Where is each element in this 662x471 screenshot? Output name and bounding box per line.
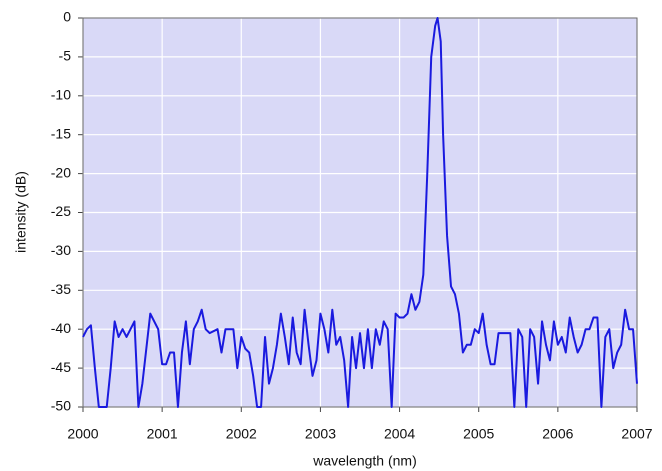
line-series: [82, 17, 638, 408]
y-tick-label: -30: [51, 242, 71, 258]
x-tick-label: 2005: [463, 426, 494, 442]
x-axis-label: wavelength (nm): [312, 453, 417, 469]
y-tick-label: -45: [51, 359, 71, 375]
y-tick-label: -15: [51, 125, 71, 141]
x-tick-label: 2002: [226, 426, 257, 442]
x-tick-label: 2003: [305, 426, 336, 442]
y-tick-label: -10: [51, 87, 71, 103]
y-tick-label: -5: [59, 48, 72, 64]
y-tick-label: -35: [51, 281, 71, 297]
x-tick-label: 2004: [384, 426, 415, 442]
x-tick-label: 2000: [67, 426, 98, 442]
y-tick-label: -20: [51, 164, 71, 180]
y-tick-label: -40: [51, 320, 71, 336]
plot-frame: [82, 17, 638, 408]
y-tick-label: 0: [63, 9, 71, 25]
x-tick-label: 2007: [621, 426, 652, 442]
x-tick-label: 2001: [147, 426, 178, 442]
x-tick-label: 2006: [542, 426, 573, 442]
y-tick-label: -25: [51, 203, 71, 219]
y-tick-label: -50: [51, 398, 71, 414]
y-axis-label: intensity (dB): [13, 171, 29, 253]
